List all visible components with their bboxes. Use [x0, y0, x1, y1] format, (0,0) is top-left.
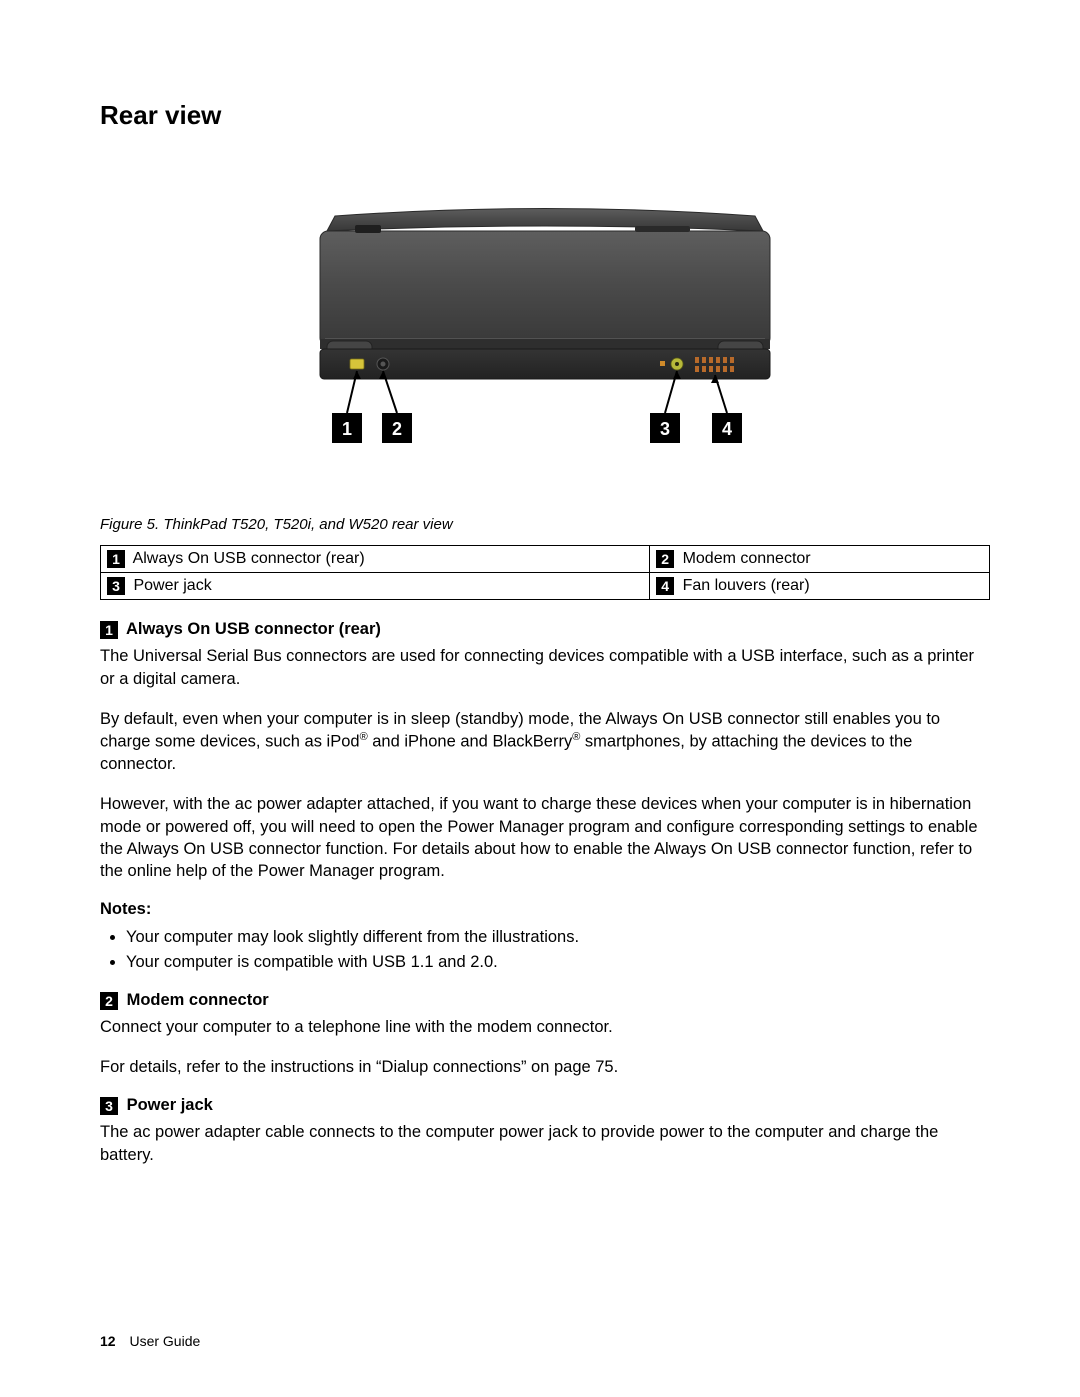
callout-label-1: 1	[342, 419, 352, 439]
numbox-icon: 1	[107, 550, 125, 568]
numbox-icon: 2	[656, 550, 674, 568]
page-footer: 12 User Guide	[100, 1333, 200, 1349]
page-title: Rear view	[100, 100, 990, 131]
cell-text: Modem connector	[683, 550, 811, 567]
callout-table: 1 Always On USB connector (rear) 2 Modem…	[100, 545, 990, 600]
table-cell: 1 Always On USB connector (rear)	[101, 546, 650, 573]
numbox-icon: 3	[107, 577, 125, 595]
section-heading-modem: 2 Modem connector	[100, 991, 990, 1010]
registered-mark: ®	[360, 731, 368, 743]
doc-title: User Guide	[129, 1333, 200, 1349]
callout-label-3: 3	[660, 419, 670, 439]
table-row: 3 Power jack 4 Fan louvers (rear)	[101, 573, 990, 600]
table-cell: 3 Power jack	[101, 573, 650, 600]
body-paragraph: The ac power adapter cable connects to t…	[100, 1121, 990, 1166]
body-paragraph: However, with the ac power adapter attac…	[100, 793, 990, 882]
body-paragraph: The Universal Serial Bus connectors are …	[100, 645, 990, 690]
section-heading-usb: 1 Always On USB connector (rear)	[100, 620, 990, 639]
callout-label-4: 4	[722, 419, 732, 439]
body-paragraph: By default, even when your computer is i…	[100, 708, 990, 775]
table-cell: 4 Fan louvers (rear)	[650, 573, 990, 600]
document-page: Rear view	[0, 0, 1080, 1397]
rear-view-illustration: 1 2 3 4	[265, 191, 825, 471]
numbox-icon: 3	[100, 1097, 118, 1115]
notes-heading: Notes:	[100, 900, 990, 919]
heading-text: Modem connector	[127, 991, 269, 1009]
cell-text: Power jack	[133, 577, 211, 594]
numbox-icon: 2	[100, 992, 118, 1010]
body-paragraph: For details, refer to the instructions i…	[100, 1056, 990, 1078]
heading-text: Always On USB connector (rear)	[126, 620, 381, 638]
notes-list: Your computer may look slightly differen…	[100, 925, 990, 975]
table-cell: 2 Modem connector	[650, 546, 990, 573]
numbox-icon: 4	[656, 577, 674, 595]
cell-text: Fan louvers (rear)	[683, 577, 810, 594]
section-heading-power: 3 Power jack	[100, 1096, 990, 1115]
body-paragraph: Connect your computer to a telephone lin…	[100, 1016, 990, 1038]
table-row: 1 Always On USB connector (rear) 2 Modem…	[101, 546, 990, 573]
cell-text: Always On USB connector (rear)	[133, 550, 365, 567]
numbox-icon: 1	[100, 621, 118, 639]
figure-container: 1 2 3 4	[100, 191, 990, 476]
heading-text: Power jack	[127, 1096, 213, 1114]
list-item: Your computer may look slightly differen…	[126, 925, 990, 950]
callout-label-2: 2	[392, 419, 402, 439]
figure-caption: Figure 5. ThinkPad T520, T520i, and W520…	[100, 516, 990, 533]
list-item: Your computer is compatible with USB 1.1…	[126, 950, 990, 975]
page-number: 12	[100, 1333, 116, 1349]
